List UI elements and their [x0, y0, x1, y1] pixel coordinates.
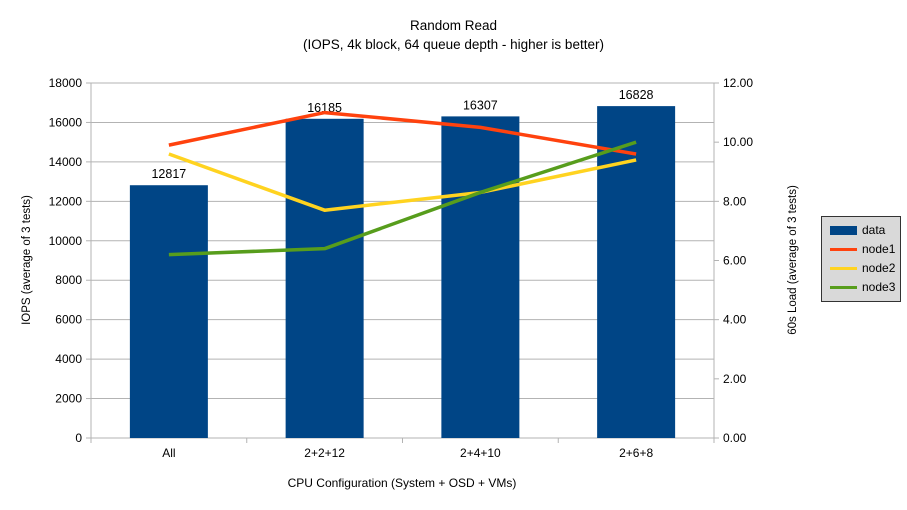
x-category-label: 2+4+10 — [460, 446, 501, 460]
legend-swatch-node2 — [830, 266, 857, 271]
chart-title-line2: (IOPS, 4k block, 64 queue depth - higher… — [303, 37, 604, 52]
legend-label-node1: node1 — [862, 242, 896, 256]
legend-label-data: data — [862, 223, 886, 237]
bar-2+4+10 — [441, 116, 520, 439]
legend-swatch-node1 — [830, 247, 857, 252]
chart-title: Random Read (IOPS, 4k block, 64 queue de… — [0, 16, 907, 54]
bar-value-label: 12817 — [151, 167, 186, 181]
left-axis-tick-label: 0 — [75, 431, 82, 445]
left-axis-title: IOPS (average of 3 tests) — [21, 195, 33, 325]
bar-value-label: 16185 — [307, 101, 342, 115]
legend-label-node2: node2 — [862, 261, 896, 275]
legend-label-node3: node3 — [862, 280, 896, 294]
left-axis-tick-label: 2000 — [55, 392, 82, 406]
left-axis-tick-label: 4000 — [55, 352, 82, 366]
legend-swatch-node3 — [830, 285, 857, 290]
x-category-label: 2+6+8 — [619, 446, 653, 460]
x-category-label: All — [162, 446, 175, 460]
left-axis-tick-label: 14000 — [49, 155, 83, 169]
left-axis-tick-label: 10000 — [49, 234, 83, 248]
right-axis-tick-label: 10.00 — [723, 135, 753, 149]
bar-2+2+12 — [285, 118, 364, 438]
x-axis-title: CPU Configuration (System + OSD + VMs) — [287, 476, 517, 490]
legend-item-node2: node2 — [830, 261, 896, 276]
bar-All — [129, 185, 208, 438]
left-axis-tick-label: 8000 — [55, 273, 82, 287]
right-axis-title: 60s Load (average of 3 tests) — [787, 185, 799, 335]
chart-legend: data node1 node2 node3 — [821, 216, 901, 302]
right-axis-tick-label: 4.00 — [723, 313, 747, 327]
bar-value-label: 16828 — [619, 88, 654, 102]
right-axis-tick-label: 2.00 — [723, 372, 747, 386]
line-node2 — [168, 152, 637, 212]
line-node3 — [168, 140, 637, 257]
left-axis-tick-label: 18000 — [49, 76, 83, 90]
bar-2+6+8 — [597, 106, 676, 438]
x-category-label: 2+2+12 — [304, 446, 345, 460]
legend-item-node1: node1 — [830, 242, 896, 257]
line-node1 — [168, 110, 637, 156]
right-axis-tick-label: 6.00 — [723, 254, 747, 268]
right-axis-tick-label: 8.00 — [723, 194, 747, 208]
right-axis-tick-label: 12.00 — [723, 76, 753, 90]
left-axis-tick-label: 12000 — [49, 194, 83, 208]
bar-value-label: 16307 — [463, 98, 498, 112]
legend-item-node3: node3 — [830, 280, 896, 295]
left-axis-tick-label: 6000 — [55, 313, 82, 327]
legend-item-data: data — [830, 223, 893, 238]
right-axis-tick-label: 0.00 — [723, 431, 747, 445]
legend-swatch-data — [830, 226, 857, 235]
chart-title-line1: Random Read — [409, 18, 498, 33]
left-axis-tick-label: 16000 — [49, 115, 83, 129]
